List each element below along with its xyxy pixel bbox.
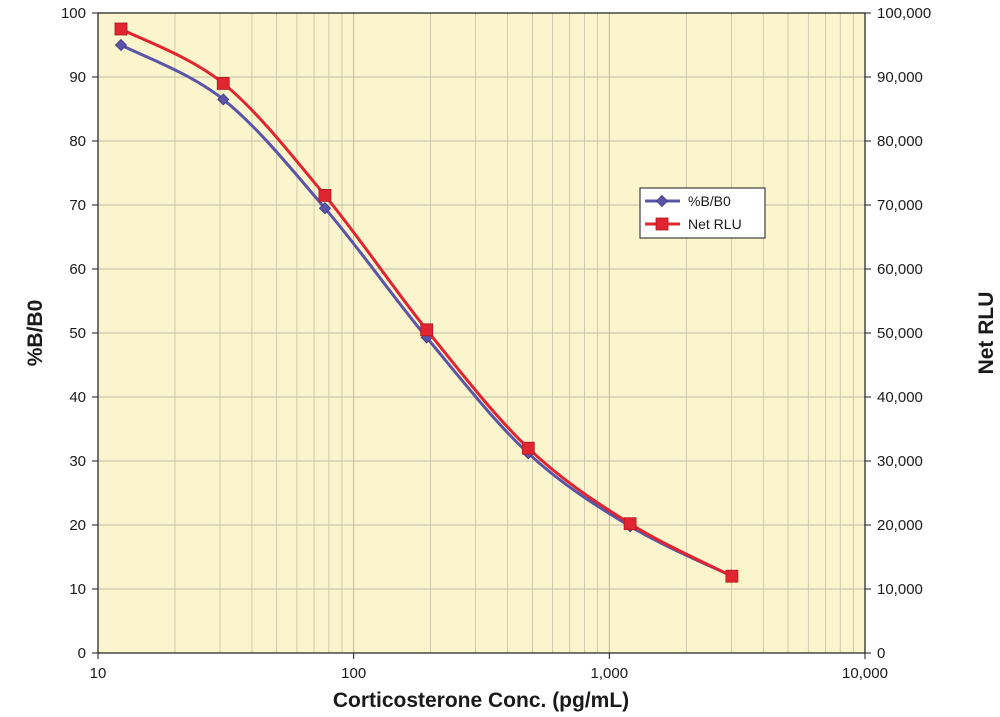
y2-tick-label: 50,000 (877, 325, 923, 342)
x-tick-label: 100 (341, 665, 366, 682)
legend-marker (655, 194, 669, 208)
legend: %B/B0 Net RLU (639, 187, 766, 239)
y2-tick-label: 60,000 (877, 261, 923, 278)
data-point (521, 441, 535, 455)
y-tick-label: 70 (69, 197, 86, 214)
y-tick-label: 20 (69, 517, 86, 534)
y-tick-label: 50 (69, 325, 86, 342)
y2-tick-label: 100,000 (877, 5, 931, 22)
legend-entry: Net RLU (645, 216, 742, 232)
data-point (114, 38, 128, 52)
y2-tick-label: 90,000 (877, 69, 923, 86)
legend-label: Net RLU (688, 216, 742, 232)
data-point (420, 323, 434, 337)
y2-tick-label: 80,000 (877, 133, 923, 150)
y2-tick-label: 40,000 (877, 389, 923, 406)
y-tick-label: 10 (69, 581, 86, 598)
legend-marker (655, 217, 669, 231)
y2-tick-label: 70,000 (877, 197, 923, 214)
data-point (114, 22, 128, 36)
data-point (725, 569, 739, 583)
data-point (623, 517, 637, 531)
series-layer (114, 22, 739, 583)
y-axis-title: %B/B0 (24, 300, 47, 367)
y-tick-label: 40 (69, 389, 86, 406)
y-tick-label: 60 (69, 261, 86, 278)
data-point (318, 202, 331, 215)
y2-tick-label: 0 (877, 645, 885, 662)
y2-tick-label: 10,000 (877, 581, 923, 598)
data-point (217, 93, 230, 106)
y-tick-label: 30 (69, 453, 86, 470)
data-point (216, 77, 230, 90)
x-tick-label: 10 (90, 665, 107, 682)
x-axis-title: Corticosterone Conc. (pg/mL) (333, 689, 629, 712)
x-tick-label: 1,000 (591, 665, 629, 682)
y2-axis-title: Net RLU (975, 292, 998, 375)
y-tick-label: 100 (61, 5, 86, 22)
y2-tick-label: 30,000 (877, 453, 923, 470)
y-tick-label: 90 (69, 69, 86, 86)
series-2 (114, 22, 739, 583)
data-point (318, 188, 332, 202)
y2-tick-label: 20,000 (877, 517, 923, 534)
x-tick-label: 10,000 (842, 665, 888, 682)
y-tick-label: 0 (78, 645, 86, 662)
axes: 0102030405060708090100010,00020,00030,00… (61, 5, 931, 682)
legend-entry: %B/B0 (645, 193, 731, 209)
y-tick-label: 80 (69, 133, 86, 150)
legend-label: %B/B0 (688, 193, 731, 209)
